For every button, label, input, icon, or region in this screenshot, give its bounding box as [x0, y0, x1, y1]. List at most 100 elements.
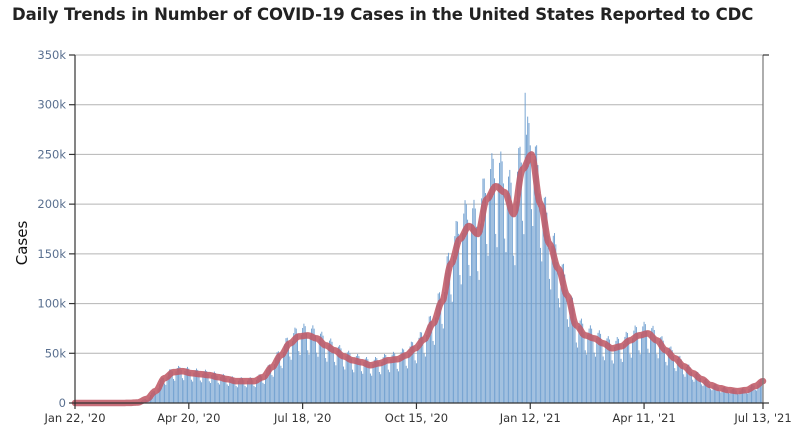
y-tick-label: 250k — [37, 147, 66, 161]
bar — [456, 221, 458, 403]
bar — [183, 380, 185, 403]
bar — [621, 361, 623, 403]
bar — [304, 326, 306, 403]
bar — [593, 352, 595, 403]
bar — [744, 389, 746, 403]
bar — [176, 368, 178, 403]
bar — [758, 381, 760, 403]
bar — [153, 391, 155, 403]
y-tick-label: 50k — [45, 346, 67, 360]
bar — [638, 350, 640, 403]
bar — [204, 369, 206, 403]
bar — [189, 371, 191, 403]
bar — [531, 209, 532, 403]
bar — [619, 344, 621, 403]
bar — [605, 343, 607, 403]
bar — [740, 389, 742, 403]
bar — [629, 354, 631, 403]
bar — [702, 386, 704, 403]
bar — [256, 379, 258, 403]
bar — [417, 345, 419, 403]
bar — [298, 351, 300, 403]
bar — [385, 354, 387, 403]
bar — [641, 333, 642, 403]
bar — [253, 385, 255, 403]
bar — [573, 307, 575, 403]
bar — [194, 370, 196, 403]
bar — [690, 371, 692, 403]
y-tick-label: 350k — [37, 48, 66, 62]
bar — [596, 338, 598, 403]
bar — [739, 390, 741, 403]
bar — [303, 323, 305, 403]
bar — [306, 332, 307, 403]
bar — [493, 178, 495, 403]
bar — [751, 384, 752, 403]
bar — [203, 371, 205, 403]
bar — [653, 330, 655, 403]
bar — [372, 364, 374, 403]
x-tick-label: Apr 11, '21 — [612, 411, 675, 425]
bar — [245, 387, 247, 403]
bar — [528, 123, 530, 403]
bar — [409, 346, 411, 403]
bar — [478, 279, 480, 403]
bar — [407, 368, 408, 403]
bar — [281, 368, 283, 403]
y-tick-label: 0 — [59, 396, 66, 410]
bar — [572, 297, 573, 403]
bar — [673, 356, 674, 403]
bar — [473, 199, 475, 403]
bar — [279, 354, 281, 403]
bar — [759, 378, 761, 403]
axes — [74, 54, 769, 404]
bar — [688, 364, 690, 403]
bar — [483, 178, 485, 403]
gridlines — [75, 54, 763, 354]
bar — [533, 159, 535, 403]
bar — [612, 363, 614, 403]
bar — [384, 353, 385, 403]
y-tick-label: 150k — [37, 247, 66, 261]
bar — [720, 392, 722, 403]
bar — [369, 373, 371, 403]
bar — [201, 382, 203, 403]
bar — [465, 204, 467, 403]
bar — [428, 316, 430, 403]
bar — [472, 208, 474, 403]
bar — [254, 387, 256, 403]
bar — [522, 220, 524, 403]
bar — [660, 337, 662, 403]
bar — [508, 176, 509, 403]
bar — [662, 340, 664, 403]
bar — [222, 373, 224, 403]
bar — [597, 332, 599, 403]
bar — [678, 356, 680, 403]
bar — [644, 324, 646, 403]
bar — [366, 357, 368, 403]
bar — [583, 332, 585, 403]
bar — [426, 334, 428, 403]
bar — [630, 357, 632, 403]
bar — [499, 162, 501, 403]
bar — [156, 393, 158, 403]
bar — [317, 356, 319, 403]
bar — [580, 318, 582, 403]
bar — [277, 351, 279, 403]
bar — [400, 352, 402, 403]
bar — [565, 289, 567, 403]
bar — [288, 341, 290, 403]
bar — [506, 192, 508, 403]
bar — [297, 334, 298, 403]
bar — [729, 393, 731, 403]
bar — [312, 325, 314, 403]
x-tick-label: Jan 22, '20 — [43, 411, 105, 425]
bar — [212, 372, 214, 403]
bar — [634, 325, 636, 403]
bar — [589, 325, 591, 403]
bar — [272, 376, 274, 403]
bar — [710, 389, 712, 403]
bar — [555, 244, 557, 403]
bar — [381, 361, 383, 403]
bar — [683, 374, 685, 403]
